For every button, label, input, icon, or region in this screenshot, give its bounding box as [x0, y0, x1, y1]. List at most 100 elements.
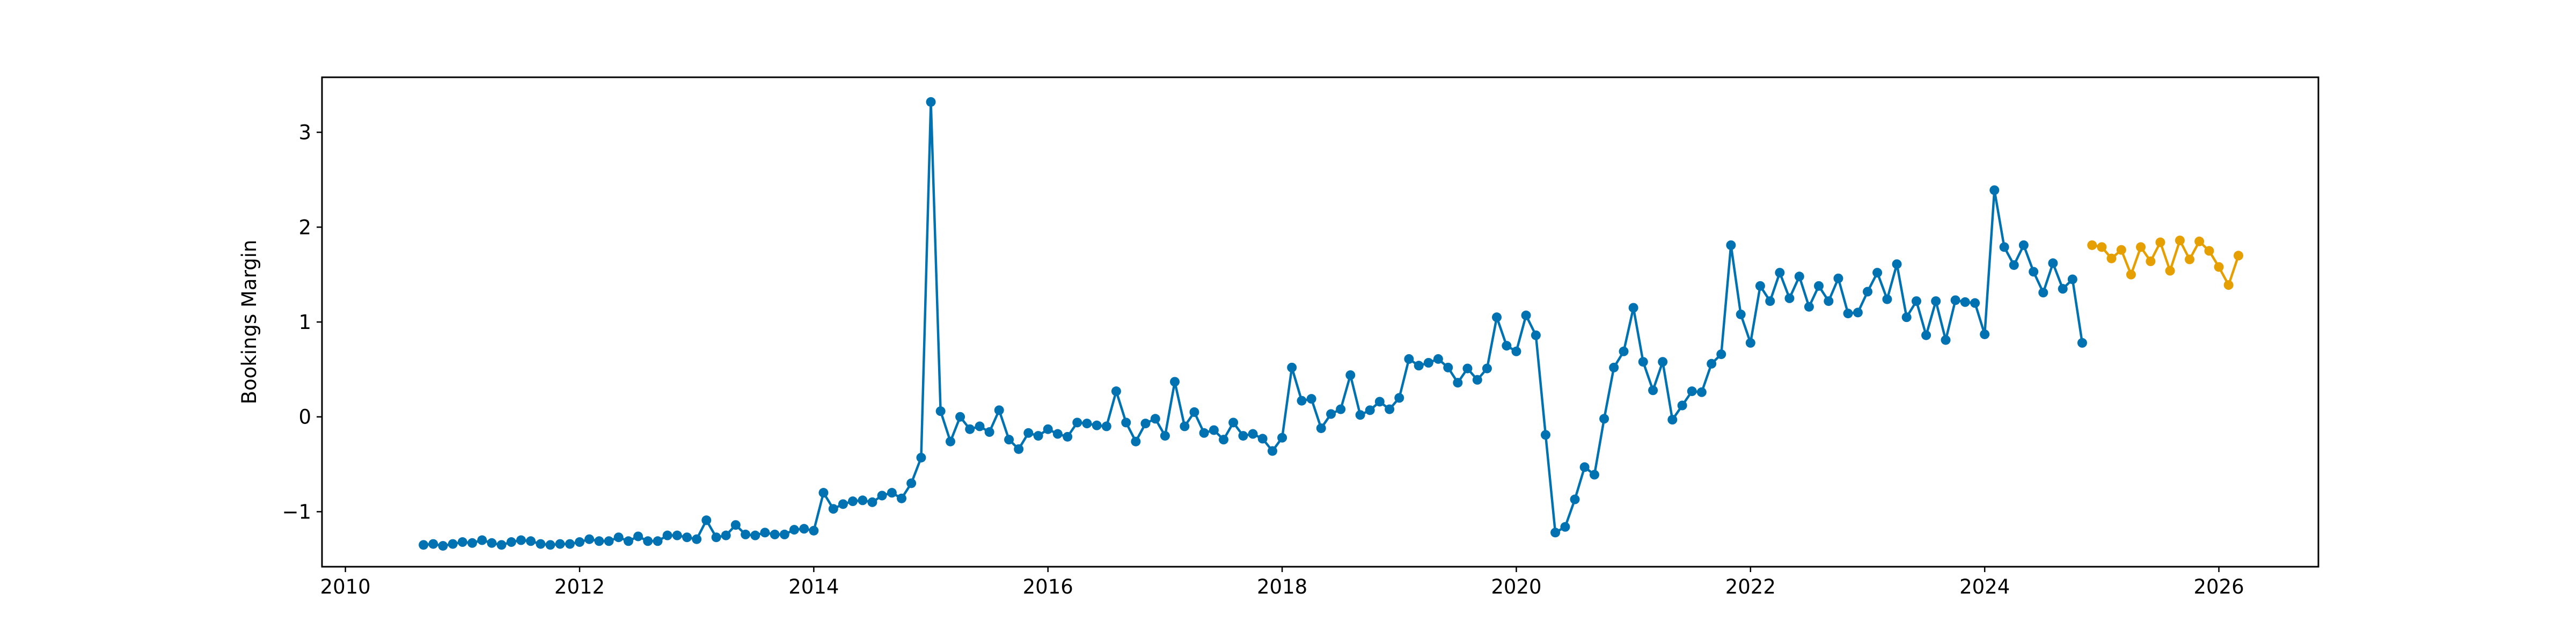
- data-point: [1423, 358, 1433, 368]
- data-point: [457, 537, 467, 547]
- data-point: [867, 497, 877, 507]
- data-point: [1355, 410, 1365, 420]
- data-point: [1784, 293, 1795, 303]
- data-point: [2146, 256, 2156, 266]
- data-point: [1511, 346, 1521, 356]
- data-point: [1570, 494, 1580, 504]
- data-point: [594, 536, 604, 546]
- data-point: [506, 537, 516, 547]
- data-point: [1306, 394, 1316, 404]
- y-tick-label: 2: [298, 216, 311, 239]
- data-point: [1023, 428, 1034, 438]
- data-point: [1950, 295, 1960, 305]
- data-point: [1502, 341, 1512, 351]
- data-point: [1892, 259, 1902, 269]
- data-point: [741, 529, 751, 539]
- data-point: [1833, 273, 1843, 283]
- data-point: [467, 538, 477, 548]
- data-point: [604, 536, 614, 546]
- data-point: [1521, 310, 1531, 320]
- x-tick-label: 2014: [788, 575, 839, 598]
- data-point: [1072, 418, 1082, 428]
- data-point: [1872, 268, 1883, 278]
- data-point: [877, 491, 887, 501]
- data-point: [1638, 357, 1648, 367]
- data-point: [955, 412, 965, 422]
- data-point: [916, 452, 926, 463]
- data-point: [789, 525, 799, 535]
- x-tick-label: 2012: [554, 575, 605, 598]
- data-point: [1443, 362, 1453, 372]
- data-point: [2087, 240, 2097, 250]
- data-point: [428, 539, 438, 549]
- data-point: [828, 504, 838, 514]
- series-line: [2091, 239, 2240, 287]
- data-point: [448, 539, 458, 549]
- data-point: [565, 539, 575, 549]
- data-point: [1297, 396, 1307, 406]
- series-layer: [419, 97, 2243, 551]
- data-point: [1199, 428, 1209, 438]
- data-point: [1814, 281, 1824, 291]
- data-point: [1287, 362, 1297, 372]
- data-point: [2038, 288, 2048, 298]
- data-point: [838, 499, 848, 509]
- data-point: [809, 525, 819, 536]
- data-point: [1219, 435, 1228, 445]
- data-point: [1619, 346, 1629, 356]
- data-point: [1707, 358, 1717, 369]
- data-point: [975, 421, 985, 431]
- data-point: [1804, 302, 1814, 312]
- data-point: [2136, 242, 2146, 252]
- data-point: [2106, 253, 2117, 264]
- data-point: [1560, 522, 1570, 532]
- data-point: [760, 528, 770, 538]
- data-point: [2223, 280, 2234, 290]
- data-point: [730, 520, 741, 530]
- x-axis: 2010 2012 2014 2016 2018 2020 2022 2024 2026: [320, 567, 2244, 598]
- data-point: [965, 424, 975, 434]
- data-point: [1492, 312, 1502, 323]
- data-point: [1794, 272, 1804, 282]
- data-point: [545, 540, 555, 550]
- data-point: [1628, 303, 1638, 313]
- data-point: [477, 535, 487, 545]
- data-point: [613, 532, 624, 543]
- data-point: [2175, 236, 2185, 245]
- data-point: [1921, 330, 1931, 340]
- data-point: [779, 529, 789, 539]
- x-tick-label: 2010: [320, 575, 371, 598]
- data-point: [526, 536, 536, 546]
- data-point: [1267, 446, 1277, 456]
- data-point: [1248, 429, 1258, 439]
- data-point: [1911, 296, 1921, 306]
- data-point: [1014, 444, 1024, 454]
- data-point: [1404, 354, 1414, 364]
- data-point: [662, 530, 672, 540]
- data-point: [1989, 185, 2000, 195]
- data-point: [1863, 287, 1872, 297]
- data-point: [1052, 429, 1063, 439]
- data-point: [623, 536, 633, 546]
- x-tick-label: 2024: [1959, 575, 2010, 598]
- data-point: [2067, 274, 2077, 284]
- data-point: [906, 478, 917, 488]
- data-point: [1238, 431, 1248, 441]
- data-point: [1101, 421, 1111, 431]
- data-point: [633, 531, 643, 541]
- data-point: [994, 405, 1004, 415]
- data-point: [2165, 266, 2175, 276]
- data-point: [1745, 338, 1755, 348]
- data-point: [887, 488, 897, 498]
- data-point: [1667, 415, 1678, 425]
- data-point: [1736, 309, 1746, 319]
- data-point: [2233, 251, 2243, 261]
- data-point: [2097, 242, 2107, 252]
- y-tick-label: 0: [298, 406, 311, 429]
- data-point: [487, 538, 497, 548]
- data-point: [1365, 405, 1375, 415]
- data-point: [1111, 386, 1121, 397]
- data-point: [1716, 349, 1726, 360]
- data-point: [1531, 330, 1541, 340]
- data-point: [2009, 260, 2019, 270]
